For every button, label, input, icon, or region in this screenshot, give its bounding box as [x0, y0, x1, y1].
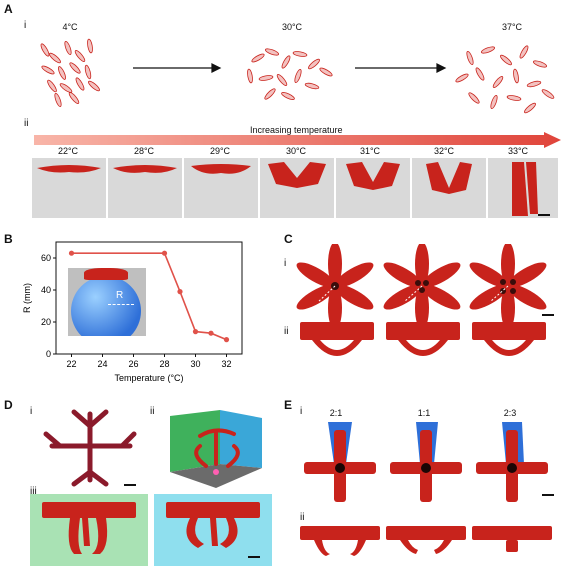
inset-image: R [68, 268, 146, 336]
temp-label: 31°C [359, 146, 381, 156]
data-point [161, 250, 168, 256]
panel-d-letter: D [4, 398, 13, 412]
panel-c-letter: C [284, 232, 293, 246]
y-tick-label: 20 [41, 317, 51, 327]
ratio-label: 1:1 [417, 408, 431, 418]
temp-label: 29°C [209, 146, 231, 156]
panel-d-iii-label: iii [30, 486, 37, 497]
x-axis-label: Temperature (°C) [114, 373, 183, 383]
ratio-label: 2:3 [503, 408, 517, 418]
cell-cluster-graphic [40, 38, 555, 114]
arrow-label: Increasing temperature [250, 125, 343, 135]
data-point [223, 337, 230, 343]
temp-label: 30°C [281, 22, 303, 32]
y-tick-label: 0 [46, 349, 51, 359]
panel-c-i-label: i [284, 258, 287, 269]
y-axis-label: R (mm) [22, 283, 32, 313]
panel-c-ii-label: ii [284, 326, 289, 337]
data-point [192, 329, 199, 335]
panel-e-ii-label: ii [300, 512, 305, 523]
panel-b-letter: B [4, 232, 13, 246]
temp-label: 33°C [507, 146, 529, 156]
panel-d-i-label: i [30, 406, 33, 417]
panel-a-ii-label: ii [24, 118, 29, 129]
temp-label: 32°C [433, 146, 455, 156]
y-tick-label: 40 [41, 285, 51, 295]
y-tick-label: 60 [41, 253, 51, 263]
temp-label: 28°C [133, 146, 155, 156]
panel-d-ii-label: ii [150, 406, 155, 417]
temperature-arrow [34, 132, 561, 148]
flower-series-graphic [32, 158, 558, 218]
plot-frame [55, 241, 243, 355]
panel-e-letter: E [284, 398, 293, 412]
cross-beam-graphic [300, 422, 554, 556]
data-point [68, 250, 75, 256]
x-tick-label: 26 [128, 359, 138, 369]
panel-a-letter: A [4, 2, 13, 16]
x-tick-label: 24 [97, 359, 107, 369]
x-tick-label: 28 [159, 359, 169, 369]
temp-label: 4°C [62, 22, 78, 32]
temp-label: 22°C [57, 146, 79, 156]
flower-top-views-graphic [296, 244, 554, 356]
radius-vs-temperature-chart: 22 24 26 28 30 32 0 20 40 60 Temperature (°C) R (mm… [22, 241, 243, 383]
series-line [71, 252, 227, 341]
temp-label: 37°C [501, 22, 523, 32]
panel-a-i-label: i [24, 20, 27, 31]
data-point [208, 330, 214, 336]
branching-structure-graphic [30, 409, 272, 566]
x-tick-label: 22 [66, 359, 76, 369]
inset-r-label: R [116, 290, 124, 301]
x-tick-label: 32 [221, 359, 231, 369]
ratio-label: 2:1 [329, 408, 343, 418]
panel-e-i-label: i [300, 406, 303, 417]
temp-label: 30°C [285, 146, 307, 156]
data-point [177, 289, 183, 295]
x-tick-label: 30 [190, 359, 200, 369]
